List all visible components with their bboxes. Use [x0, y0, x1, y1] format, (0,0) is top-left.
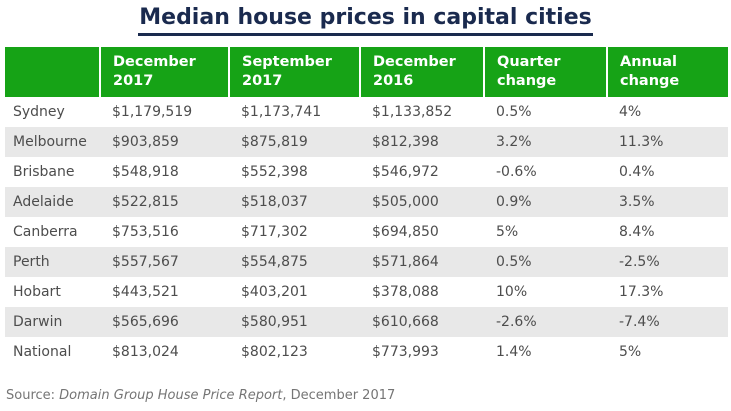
cell-city: Hobart: [13, 284, 61, 300]
cell-dec-2017: $565,696: [112, 314, 179, 330]
column-header-annual-change: Annual change: [606, 47, 728, 97]
column-header-blank: [5, 47, 100, 97]
cell-dec-2016: $546,972: [372, 164, 439, 180]
cell-sep-2017: $554,875: [241, 254, 308, 270]
table-row-canberra: Canberra $753,516 $717,302 $694,850 5% 8…: [5, 217, 728, 247]
source-suffix: , December 2017: [282, 388, 396, 403]
column-header-december-2016: December 2016: [359, 47, 484, 97]
cell-dec-2017: $548,918: [112, 164, 179, 180]
cell-dec-2017: $753,516: [112, 224, 179, 240]
cell-dec-2017: $903,859: [112, 134, 179, 150]
cell-annual-change: 17.3%: [619, 284, 664, 300]
column-header-september-2017: September 2017: [228, 47, 360, 97]
column-header-december-2017: December 2017: [99, 47, 229, 97]
table-row-national: National $813,024 $802,123 $773,993 1.4%…: [5, 337, 728, 367]
cell-dec-2016: $812,398: [372, 134, 439, 150]
cell-dec-2016: $1,133,852: [372, 104, 453, 120]
table-row-sydney: Sydney $1,179,519 $1,173,741 $1,133,852 …: [5, 97, 728, 127]
cell-quarter-change: 1.4%: [496, 344, 532, 360]
cell-dec-2017: $557,567: [112, 254, 179, 270]
cell-sep-2017: $802,123: [241, 344, 308, 360]
cell-dec-2017: $813,024: [112, 344, 179, 360]
cell-quarter-change: -0.6%: [496, 164, 537, 180]
table-row-brisbane: Brisbane $548,918 $552,398 $546,972 -0.6…: [5, 157, 728, 187]
prices-table: December 2017 September 2017 December 2016 …: [5, 47, 728, 367]
cell-city: Canberra: [13, 224, 78, 240]
cell-dec-2016: $773,993: [372, 344, 439, 360]
column-header-quarter-change: Quarter change: [483, 47, 607, 97]
cell-dec-2016: $571,864: [372, 254, 439, 270]
cell-sep-2017: $875,819: [241, 134, 308, 150]
cell-dec-2017: $1,179,519: [112, 104, 193, 120]
cell-quarter-change: 5%: [496, 224, 519, 240]
cell-annual-change: 4%: [619, 104, 642, 120]
cell-dec-2017: $443,521: [112, 284, 179, 300]
cell-annual-change: 3.5%: [619, 194, 655, 210]
table-row-hobart: Hobart $443,521 $403,201 $378,088 10% 17…: [5, 277, 728, 307]
cell-annual-change: -7.4%: [619, 314, 660, 330]
cell-dec-2016: $610,668: [372, 314, 439, 330]
cell-city: Perth: [13, 254, 50, 270]
cell-sep-2017: $1,173,741: [241, 104, 322, 120]
cell-quarter-change: -2.6%: [496, 314, 537, 330]
cell-annual-change: 0.4%: [619, 164, 655, 180]
cell-sep-2017: $580,951: [241, 314, 308, 330]
cell-annual-change: 11.3%: [619, 134, 664, 150]
cell-quarter-change: 10%: [496, 284, 528, 300]
cell-dec-2016: $694,850: [372, 224, 439, 240]
source-report-name: Domain Group House Price Report: [59, 388, 283, 403]
source-prefix: Source:: [6, 388, 60, 403]
cell-city: Melbourne: [13, 134, 87, 150]
page-title-text: Median house prices in capital cities: [138, 4, 593, 36]
table-row-perth: Perth $557,567 $554,875 $571,864 0.5% -2…: [5, 247, 728, 277]
cell-annual-change: 8.4%: [619, 224, 655, 240]
cell-dec-2016: $378,088: [372, 284, 439, 300]
cell-city: National: [13, 344, 72, 360]
table-row-adelaide: Adelaide $522,815 $518,037 $505,000 0.9%…: [5, 187, 728, 217]
cell-sep-2017: $403,201: [241, 284, 308, 300]
cell-quarter-change: 0.5%: [496, 254, 532, 270]
cell-sep-2017: $518,037: [241, 194, 308, 210]
cell-annual-change: -2.5%: [619, 254, 660, 270]
cell-quarter-change: 0.5%: [496, 104, 532, 120]
page-title: Median house prices in capital cities: [0, 4, 731, 36]
cell-city: Darwin: [13, 314, 63, 330]
cell-annual-change: 5%: [619, 344, 642, 360]
page: Median house prices in capital cities De…: [0, 4, 731, 411]
cell-quarter-change: 3.2%: [496, 134, 532, 150]
header-row: December 2017 September 2017 December 2016 …: [5, 47, 728, 97]
cell-city: Brisbane: [13, 164, 75, 180]
table-row-melbourne: Melbourne $903,859 $875,819 $812,398 3.2…: [5, 127, 728, 157]
source-note: Source: Domain Group House Price Report,…: [6, 388, 731, 403]
cell-sep-2017: $552,398: [241, 164, 308, 180]
cell-city: Adelaide: [13, 194, 74, 210]
cell-dec-2017: $522,815: [112, 194, 179, 210]
cell-city: Sydney: [13, 104, 65, 120]
cell-dec-2016: $505,000: [372, 194, 439, 210]
table-row-darwin: Darwin $565,696 $580,951 $610,668 -2.6% …: [5, 307, 728, 337]
cell-sep-2017: $717,302: [241, 224, 308, 240]
cell-quarter-change: 0.9%: [496, 194, 532, 210]
